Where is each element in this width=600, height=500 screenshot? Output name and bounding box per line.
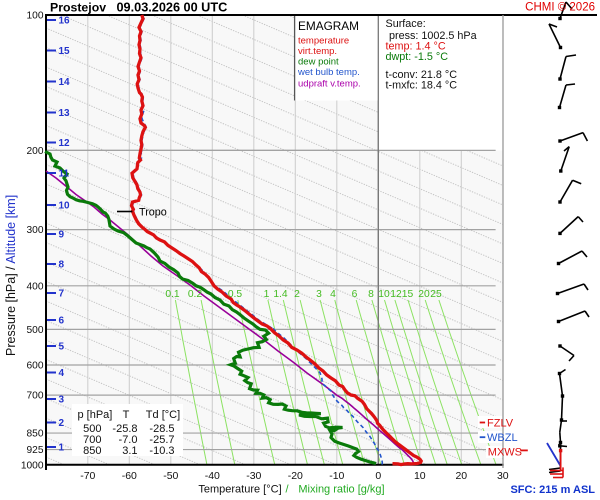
svg-text:-25.8: -25.8 <box>112 423 137 435</box>
svg-text:400: 400 <box>27 281 44 292</box>
svg-text:Surface:: Surface: <box>386 18 426 30</box>
svg-text:10: 10 <box>59 201 71 212</box>
svg-text:20: 20 <box>455 470 467 482</box>
svg-text:temperature: temperature <box>298 36 349 47</box>
svg-text:4: 4 <box>59 368 65 379</box>
svg-text:3.1: 3.1 <box>122 445 137 457</box>
svg-text:12: 12 <box>59 138 71 149</box>
svg-text:11: 11 <box>59 169 70 180</box>
svg-text:-30: -30 <box>246 470 261 482</box>
svg-text:12: 12 <box>390 289 402 300</box>
svg-text:press: 1002.5 hPa: press: 1002.5 hPa <box>389 30 477 42</box>
svg-text:WBZL: WBZL <box>487 432 518 444</box>
svg-text:1.4: 1.4 <box>273 289 288 300</box>
svg-text:850: 850 <box>27 429 44 440</box>
svg-text:Mixing ratio [g/kg]: Mixing ratio [g/kg] <box>298 484 384 496</box>
svg-text:300: 300 <box>27 225 44 236</box>
svg-text:0: 0 <box>375 470 381 482</box>
svg-text:8: 8 <box>59 260 65 271</box>
svg-text:6: 6 <box>352 289 358 300</box>
svg-text:25: 25 <box>430 289 442 300</box>
svg-text:600: 600 <box>27 361 44 372</box>
svg-text:6: 6 <box>59 316 65 327</box>
svg-text:-10.3: -10.3 <box>149 445 174 457</box>
svg-text:t-mxfc: 18.4 °C: t-mxfc: 18.4 °C <box>386 79 458 91</box>
svg-text:20: 20 <box>418 289 430 300</box>
svg-text:-25.7: -25.7 <box>149 434 174 446</box>
svg-text:10: 10 <box>414 470 426 482</box>
svg-text:14: 14 <box>59 77 71 88</box>
svg-text:16: 16 <box>59 16 71 27</box>
svg-text:EMAGRAM: EMAGRAM <box>298 19 359 33</box>
svg-text:09.03.2026 00 UTC: 09.03.2026 00 UTC <box>117 1 228 15</box>
svg-text:SFC: 215 m ASL: SFC: 215 m ASL <box>510 484 595 496</box>
svg-text:15: 15 <box>402 289 414 300</box>
svg-text:p [hPa]: p [hPa] <box>78 409 113 421</box>
svg-text:100: 100 <box>27 11 44 22</box>
svg-text:Td [°C]: Td [°C] <box>146 409 180 421</box>
svg-text:3: 3 <box>316 289 322 300</box>
svg-text:700: 700 <box>27 391 44 402</box>
svg-text:700: 700 <box>83 434 101 446</box>
svg-text:13: 13 <box>59 108 71 119</box>
svg-text:wet bulb temp.: wet bulb temp. <box>297 67 360 78</box>
svg-text:1000: 1000 <box>21 460 44 471</box>
svg-text:/: / <box>285 484 289 496</box>
svg-text:-20: -20 <box>288 470 303 482</box>
svg-text:Pressure [hPa] / Altitude [k: Pressure [hPa] / Altitude [km] <box>4 195 18 356</box>
svg-text:4: 4 <box>330 289 336 300</box>
svg-text:dwpt: -1.5 °C: dwpt: -1.5 °C <box>386 51 449 63</box>
svg-text:t-conv: 21.8 °C: t-conv: 21.8 °C <box>386 69 458 81</box>
svg-text:dew point: dew point <box>298 56 339 67</box>
svg-text:7: 7 <box>59 289 65 300</box>
svg-text:udpraft v.temp.: udpraft v.temp. <box>298 79 361 90</box>
svg-text:2: 2 <box>294 289 300 300</box>
svg-text:9: 9 <box>59 230 65 241</box>
svg-text:-40: -40 <box>205 470 220 482</box>
svg-text:-70: -70 <box>80 470 95 482</box>
svg-text:CHMI © 2026: CHMI © 2026 <box>525 2 595 14</box>
svg-text:0.2: 0.2 <box>188 289 203 300</box>
svg-text:temp: 1.4 °C: temp: 1.4 °C <box>386 40 446 52</box>
svg-text:10: 10 <box>378 289 390 300</box>
svg-text:Prostejov: Prostejov <box>50 1 106 15</box>
svg-text:-28.5: -28.5 <box>149 423 174 435</box>
svg-text:FZLV: FZLV <box>487 417 514 429</box>
svg-text:virt.temp.: virt.temp. <box>298 46 337 57</box>
svg-text:200: 200 <box>27 146 44 157</box>
svg-text:1: 1 <box>59 443 65 454</box>
svg-text:-50: -50 <box>163 470 178 482</box>
svg-text:Temperature [°C]: Temperature [°C] <box>198 484 281 496</box>
svg-text:500: 500 <box>83 423 101 435</box>
svg-text:1: 1 <box>264 289 270 300</box>
svg-text:Tropo: Tropo <box>139 206 167 218</box>
svg-text:0.1: 0.1 <box>165 289 180 300</box>
svg-text:MXWS: MXWS <box>488 447 522 459</box>
svg-text:-7.0: -7.0 <box>119 434 138 446</box>
svg-text:8: 8 <box>368 289 374 300</box>
svg-text:30: 30 <box>497 470 509 482</box>
svg-text:0.5: 0.5 <box>228 289 243 300</box>
svg-text:15: 15 <box>59 46 71 57</box>
svg-text:500: 500 <box>27 325 44 336</box>
svg-text:850: 850 <box>83 445 101 457</box>
svg-text:-10: -10 <box>329 470 344 482</box>
svg-text:T: T <box>123 409 130 421</box>
svg-text:-60: -60 <box>122 470 137 482</box>
svg-text:925: 925 <box>27 445 44 456</box>
svg-text:2: 2 <box>59 418 65 429</box>
svg-text:3: 3 <box>59 395 65 406</box>
svg-text:5: 5 <box>59 342 65 353</box>
